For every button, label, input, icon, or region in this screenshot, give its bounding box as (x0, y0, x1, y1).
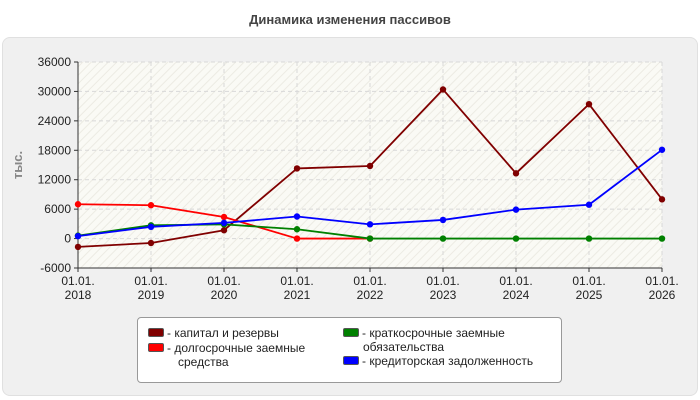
x-tick-label-year: 2024 (503, 288, 530, 302)
legend-item-longterm: - долгосрочные заемные средства (148, 341, 305, 369)
data-point-series-3 (658, 146, 666, 153)
x-tick-label-year: 2026 (649, 288, 676, 302)
data-point-series-3 (293, 213, 301, 220)
data-point-series-3 (366, 221, 374, 228)
data-point-series-3 (439, 216, 447, 224)
y-tick-label: -6000 (40, 261, 71, 275)
data-point-series-3 (74, 232, 82, 240)
y-tick-label: 0 (64, 232, 71, 246)
x-tick-label: 01.01. (280, 274, 313, 288)
data-point-series-3 (512, 206, 520, 213)
x-tick-label-year: 2018 (65, 288, 92, 302)
x-tick-label-year: 2019 (138, 288, 165, 302)
data-point-series-2 (585, 235, 593, 242)
x-tick-label: 01.01. (207, 274, 240, 288)
x-tick-label: 01.01. (645, 274, 678, 288)
x-tick-label: 01.01. (61, 274, 94, 288)
legend-label-shortterm: - краткосрочные заемные (362, 326, 505, 340)
legend-label-longterm: - долгосрочные заемные (167, 341, 306, 355)
data-point-series-0 (293, 165, 301, 172)
legend-label-shortterm-2: обязательства (363, 340, 444, 354)
data-point-series-1 (147, 202, 155, 209)
data-point-series-2 (366, 235, 374, 242)
data-point-series-3 (220, 219, 228, 227)
y-tick-label: 24000 (38, 114, 72, 128)
legend-swatch-longterm (148, 343, 164, 352)
data-point-series-0 (658, 196, 666, 203)
x-tick-label-year: 2025 (576, 288, 603, 302)
data-point-series-0 (147, 239, 155, 247)
data-point-series-1 (74, 201, 82, 208)
x-tick-label-year: 2020 (211, 288, 238, 302)
legend-item-capital: - капитал и резервы (148, 326, 279, 340)
x-tick-label: 01.01. (134, 274, 167, 288)
data-point-series-3 (147, 223, 155, 230)
data-point-series-1 (220, 213, 228, 221)
data-point-series-0 (74, 243, 82, 251)
x-tick-label: 01.01. (499, 274, 532, 288)
x-tick-label-year: 2023 (430, 288, 457, 302)
data-point-series-0 (512, 170, 520, 177)
legend-label-capital: - капитал и резервы (167, 326, 279, 340)
x-tick-label-year: 2021 (284, 288, 311, 302)
x-tick-label: 01.01. (353, 274, 386, 288)
data-point-series-0 (220, 227, 228, 234)
legend-swatch-capital (148, 328, 164, 337)
legend-swatch-shortterm (343, 328, 359, 337)
data-point-series-2 (658, 235, 666, 242)
legend-label-payables: - кредиторская задолженность (362, 354, 534, 368)
y-tick-label: 12000 (38, 173, 72, 187)
legend-item-payables: - кредиторская задолженность (343, 354, 533, 368)
data-point-series-2 (512, 235, 520, 242)
data-point-series-0 (439, 86, 447, 93)
y-tick-label: 6000 (44, 202, 71, 216)
legend-item-shortterm: - краткосрочные заемные обязательства (343, 326, 505, 354)
x-tick-label-year: 2022 (357, 288, 384, 302)
chart-legend: - капитал и резервы - долгосрочные заемн… (137, 317, 562, 383)
data-point-series-1 (293, 235, 301, 242)
legend-label-longterm-2: средства (178, 355, 229, 369)
chart-title: Динамика изменения пассивов (249, 12, 451, 27)
y-axis-label: тыс. (10, 151, 25, 179)
legend-swatch-payables (343, 356, 359, 365)
x-tick-label: 01.01. (426, 274, 459, 288)
data-point-series-0 (585, 100, 593, 108)
y-tick-label: 18000 (38, 143, 72, 157)
data-point-series-3 (585, 201, 593, 208)
y-tick-label: 36000 (38, 55, 72, 69)
data-point-series-2 (439, 235, 447, 242)
y-tick-label: 30000 (38, 84, 72, 98)
x-tick-label: 01.01. (572, 274, 605, 288)
data-point-series-2 (293, 226, 301, 233)
data-point-series-0 (366, 162, 374, 170)
